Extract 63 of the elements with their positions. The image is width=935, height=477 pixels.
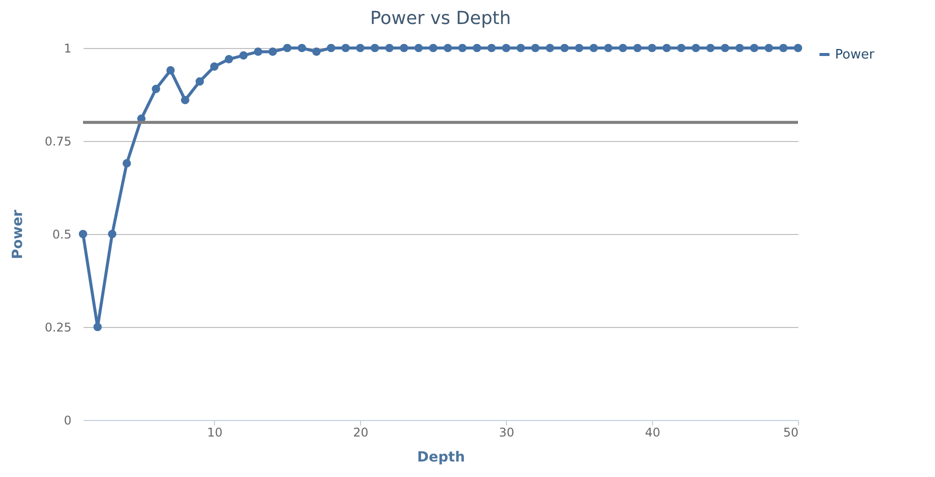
y-axis-title: Power: [10, 210, 26, 260]
point: [750, 44, 758, 52]
point: [574, 44, 584, 52]
point: [618, 44, 628, 52]
point: [239, 51, 248, 60]
point: [472, 44, 482, 52]
point: [356, 44, 364, 52]
point: [326, 44, 336, 52]
x-tick-label: 30: [499, 426, 514, 440]
point: [93, 322, 102, 332]
point: [779, 44, 788, 52]
point: [166, 66, 175, 74]
point: [735, 44, 744, 52]
point: [531, 44, 540, 52]
point: [516, 44, 525, 52]
point: [706, 44, 715, 52]
y-tick-label: 0.25: [44, 320, 72, 334]
point: [312, 48, 321, 56]
point: [764, 44, 773, 52]
y-tick-label: 0: [64, 414, 72, 428]
point: [283, 44, 292, 52]
x-tick-label: 20: [353, 426, 368, 440]
point: [502, 44, 510, 52]
x-tick-label: 10: [207, 426, 222, 440]
point: [298, 44, 306, 52]
point: [341, 44, 350, 52]
point: [794, 44, 802, 52]
point: [458, 44, 467, 52]
point: [677, 44, 686, 52]
point: [604, 44, 612, 52]
point: [560, 44, 569, 52]
point: [196, 77, 204, 86]
point: [210, 62, 219, 71]
point: [590, 44, 598, 52]
point: [370, 44, 380, 52]
point: [444, 44, 452, 52]
point: [429, 44, 438, 52]
point: [546, 44, 554, 52]
chart-title: Power vs Depth: [370, 8, 511, 29]
point: [662, 44, 671, 52]
point: [108, 230, 116, 238]
legend-label: Power: [835, 48, 875, 62]
y-tick-label: 0.5: [52, 228, 72, 242]
point: [385, 44, 394, 52]
y-tick-label: 0.75: [44, 134, 72, 148]
point: [414, 44, 423, 52]
point: [692, 44, 700, 52]
point: [720, 44, 730, 52]
x-tick-label: 50: [783, 426, 798, 440]
point: [268, 48, 277, 56]
point: [224, 54, 234, 64]
point: [254, 48, 262, 56]
point: [180, 96, 190, 104]
x-axis-title: Depth: [417, 450, 465, 466]
point: [78, 230, 88, 238]
point: [122, 159, 131, 168]
x-tick-label: 40: [644, 426, 660, 440]
point: [648, 44, 656, 52]
point: [400, 44, 408, 52]
point: [633, 44, 642, 52]
point: [152, 84, 160, 94]
y-tick-label: 1: [64, 42, 72, 56]
point: [487, 44, 496, 52]
